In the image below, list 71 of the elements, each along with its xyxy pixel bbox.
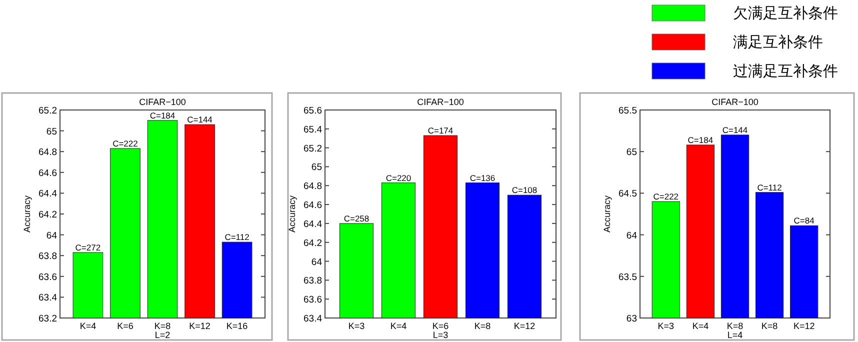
x-tick-label: K=4	[692, 321, 709, 331]
annotation: C=258	[344, 213, 370, 224]
y-tick-label: 64.8	[304, 181, 322, 192]
x-tick-label: K=8	[761, 321, 778, 331]
y-tick-label: 65.2	[38, 106, 57, 116]
x-axis-title: L=3	[432, 330, 448, 340]
annotation: C=84	[794, 216, 815, 226]
annotation: C=112	[224, 232, 250, 242]
y-tick-label: 63.6	[38, 272, 57, 283]
y-tick-label: 65	[46, 126, 57, 138]
y-tick-label: 65	[626, 147, 637, 158]
x-tick-label: K=8	[474, 321, 491, 331]
x-tick-label: K=4	[80, 321, 96, 331]
x-tick-label: K=12	[514, 321, 536, 331]
x-tick-label: K=6	[117, 321, 134, 331]
annotation: C=222	[653, 192, 679, 202]
annotation: C=108	[512, 185, 538, 196]
x-tick-label: K=12	[793, 321, 815, 331]
chart-title: CIFAR−100	[417, 97, 464, 107]
y-tick-label: 63.5	[618, 272, 637, 283]
y-tick-label: 65.6	[304, 106, 322, 116]
y-tick-label: 64.8	[38, 147, 57, 158]
y-tick-label: 65.4	[304, 124, 322, 136]
y-tick-label: 64	[46, 230, 57, 242]
y-tick-label: 64	[626, 230, 637, 242]
annotation: C=184	[150, 110, 176, 120]
y-tick-label: 64.6	[38, 168, 57, 179]
annotation: C=136	[470, 172, 496, 183]
y-tick-label: 65	[311, 162, 322, 174]
x-axis-title: L=4	[727, 330, 743, 340]
legend-label: 满足互补条件	[733, 34, 823, 51]
annotation: C=184	[688, 134, 714, 145]
x-tick-label: K=6	[432, 321, 449, 331]
annotation: C=144	[722, 124, 748, 135]
annotation: C=144	[187, 114, 213, 125]
y-tick-label: 64	[311, 256, 322, 268]
y-tick-label: 64.6	[304, 200, 322, 212]
x-tick-label: K=3	[658, 321, 674, 331]
annotation: C=174	[428, 126, 454, 136]
y-tick-label: 65.2	[304, 143, 322, 154]
chart-title: CIFAR−100	[712, 97, 758, 107]
y-tick-label: 64.2	[304, 238, 322, 249]
legend-label: 过满足互补条件	[733, 63, 838, 80]
y-tick-label: 63.6	[304, 294, 322, 306]
y-tick-label: 63.4	[304, 314, 322, 324]
legend-label: 欠满足互补条件	[733, 5, 838, 22]
y-tick-label: 63.8	[38, 251, 57, 262]
chart-title: CIFAR−100	[139, 97, 186, 107]
y-tick-label: 63.4	[38, 292, 57, 304]
y-tick-label: 64.5	[618, 188, 637, 200]
y-axis-title: Accuracy	[602, 194, 612, 233]
y-tick-label: 63.2	[38, 314, 57, 324]
y-tick-label: 63.8	[304, 276, 322, 287]
y-tick-label: 64.4	[38, 188, 57, 200]
x-axis-title: L=2	[154, 330, 170, 340]
annotation: C=112	[757, 182, 782, 192]
y-tick-label: 64.2	[38, 210, 57, 220]
annotation: C=222	[112, 138, 138, 148]
x-tick-label: K=8	[154, 321, 171, 331]
y-tick-label: 65.5	[618, 106, 637, 116]
x-tick-label: K=8	[726, 321, 744, 331]
y-tick-label: 63	[626, 314, 637, 324]
x-tick-label: K=4	[390, 321, 407, 331]
y-tick-label: 64.4	[304, 218, 322, 230]
annotation: C=220	[386, 172, 412, 183]
y-axis-title: Accuracy	[287, 194, 297, 233]
y-axis-title: Accuracy	[22, 194, 32, 233]
x-tick-label: K=3	[348, 321, 365, 331]
x-tick-label: K=12	[189, 321, 210, 331]
annotation: C=272	[75, 242, 101, 252]
x-tick-label: K=16	[226, 321, 248, 331]
